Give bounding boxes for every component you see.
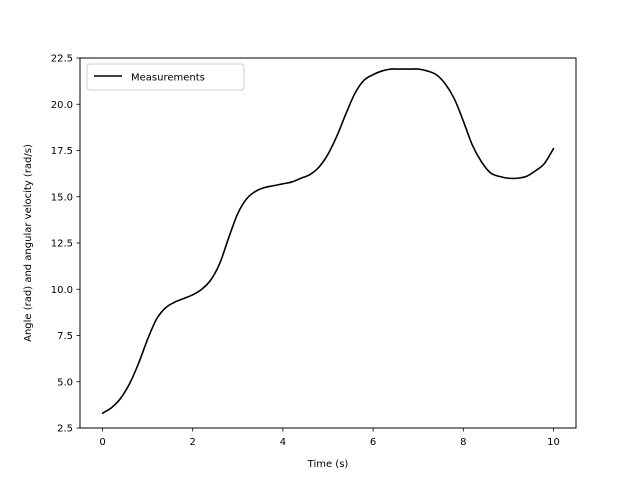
y-axis-label: Angle (rad) and angular velocity (rad/s)	[23, 144, 34, 342]
y-tick-label: 17.5	[51, 146, 73, 157]
series-line	[101, 68, 555, 414]
y-tick-label: 10.0	[51, 285, 73, 296]
legend: Measurements	[86, 63, 245, 91]
y-axis: 2.5 5.0 7.5 10.0 12.5 15.0 17.5 20.0 22.5	[51, 54, 80, 435]
x-tick-label: 10	[547, 437, 560, 448]
x-tick-label: 2	[190, 437, 196, 448]
x-axis: 0 2 4 6 8 10	[99, 428, 560, 448]
x-tick-label: 6	[370, 437, 376, 448]
x-tick-label: 0	[99, 437, 105, 448]
x-axis-label: Time (s)	[307, 459, 349, 470]
x-tick-label: 8	[460, 437, 466, 448]
y-tick-label: 2.5	[57, 424, 73, 435]
y-tick-label: 22.5	[51, 54, 73, 65]
x-tick-label: 4	[280, 437, 286, 448]
y-tick-label: 12.5	[51, 239, 73, 250]
y-tick-label: 15.0	[51, 192, 73, 203]
y-tick-label: 7.5	[57, 331, 73, 342]
plot-area	[80, 58, 576, 428]
series-layer	[101, 68, 555, 414]
legend-label: Measurements	[131, 73, 205, 84]
legend-box	[86, 63, 245, 91]
y-tick-label: 20.0	[51, 100, 73, 111]
y-tick-label: 5.0	[57, 377, 73, 388]
